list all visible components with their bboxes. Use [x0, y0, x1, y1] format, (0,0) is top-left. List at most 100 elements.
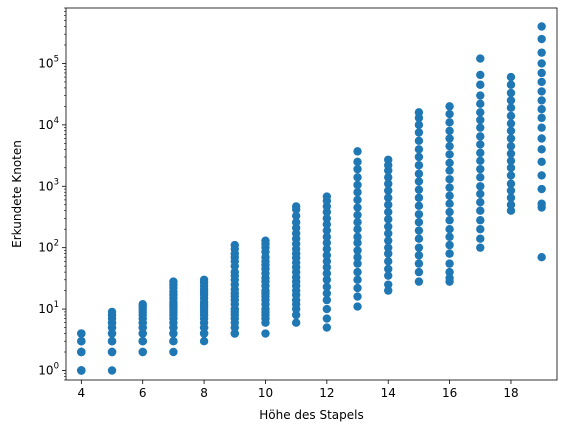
data-point	[445, 259, 454, 268]
data-point	[414, 210, 424, 219]
data-point	[506, 193, 516, 202]
data-point	[537, 59, 546, 68]
data-point	[414, 234, 424, 243]
data-point	[445, 126, 454, 136]
data-point	[291, 318, 301, 327]
data-point	[322, 289, 332, 298]
data-point	[384, 286, 393, 295]
data-point	[506, 149, 516, 158]
data-point	[384, 264, 393, 274]
data-point	[506, 72, 516, 82]
data-point	[476, 70, 485, 80]
data-point	[414, 161, 424, 170]
data-point	[384, 155, 393, 164]
data-point	[199, 329, 209, 338]
x-tick-label: 14	[381, 386, 396, 400]
data-point	[476, 206, 485, 215]
data-point	[414, 243, 424, 252]
data-point	[445, 224, 454, 234]
data-point	[476, 54, 485, 63]
y-tick-label: 102	[38, 239, 59, 255]
data-point	[414, 193, 424, 202]
data-point	[322, 314, 332, 323]
data-point	[353, 164, 362, 174]
data-point	[445, 207, 454, 217]
data-point	[476, 156, 485, 165]
data-point	[506, 186, 516, 195]
data-point	[384, 200, 393, 209]
data-point	[537, 184, 546, 194]
data-point	[476, 173, 485, 182]
data-point	[322, 220, 332, 229]
data-point	[476, 198, 485, 207]
data-point	[445, 166, 454, 175]
data-point	[384, 236, 393, 245]
data-point	[414, 185, 424, 194]
axes-frame	[65, 7, 558, 381]
data-point	[353, 283, 362, 293]
data-point	[353, 180, 362, 190]
data-point	[445, 102, 454, 111]
data-point	[291, 217, 301, 227]
data-point	[169, 277, 178, 286]
axis-ticks: 4 6 8 10 12 14 16 18 100 101 102 103 104 105	[38, 7, 519, 400]
data-point	[414, 145, 424, 154]
data-point	[537, 123, 546, 132]
data-point	[353, 203, 362, 212]
data-point	[537, 171, 546, 180]
data-point	[506, 134, 516, 143]
data-point	[138, 329, 147, 338]
data-point	[506, 126, 516, 136]
data-point	[322, 244, 332, 254]
y-tick-label: 100	[38, 361, 59, 377]
data-point	[353, 224, 362, 234]
data-point	[261, 329, 270, 338]
data-point	[230, 329, 239, 338]
data-point	[230, 240, 239, 250]
data-point	[476, 189, 485, 199]
data-point	[322, 257, 332, 266]
data-point	[384, 249, 393, 258]
data-point	[445, 158, 454, 168]
data-point	[476, 108, 485, 117]
data-point	[353, 259, 362, 268]
data-point	[384, 257, 393, 266]
data-point	[414, 108, 424, 117]
data-point	[445, 134, 454, 143]
data-point	[445, 141, 454, 151]
data-point	[537, 68, 546, 78]
x-tick-label: 4	[78, 386, 86, 400]
data-point	[77, 366, 86, 375]
data-point	[322, 275, 332, 284]
data-point	[537, 22, 546, 31]
x-tick-label: 12	[319, 386, 334, 400]
data-point	[384, 229, 393, 238]
data-points	[77, 22, 546, 375]
data-point	[445, 249, 454, 258]
data-point	[322, 238, 332, 248]
data-point	[414, 136, 424, 146]
data-point	[384, 215, 393, 224]
data-point	[476, 115, 485, 125]
data-point	[445, 199, 454, 208]
data-point	[353, 147, 362, 156]
x-axis-label: Höhe des Stapels	[259, 408, 364, 422]
data-point	[506, 206, 516, 215]
data-point	[537, 34, 546, 44]
data-point	[506, 163, 516, 172]
data-point	[169, 329, 178, 338]
data-point	[322, 226, 332, 235]
data-point	[384, 207, 393, 217]
data-point	[384, 193, 393, 202]
data-point	[322, 269, 332, 278]
data-point	[476, 123, 485, 132]
data-point	[322, 214, 332, 223]
data-point	[445, 240, 454, 250]
data-point	[384, 243, 393, 252]
data-point	[414, 251, 424, 260]
data-point	[537, 96, 546, 105]
data-point	[506, 141, 516, 151]
data-point	[353, 267, 362, 277]
data-point	[322, 295, 332, 305]
data-point	[384, 222, 393, 231]
